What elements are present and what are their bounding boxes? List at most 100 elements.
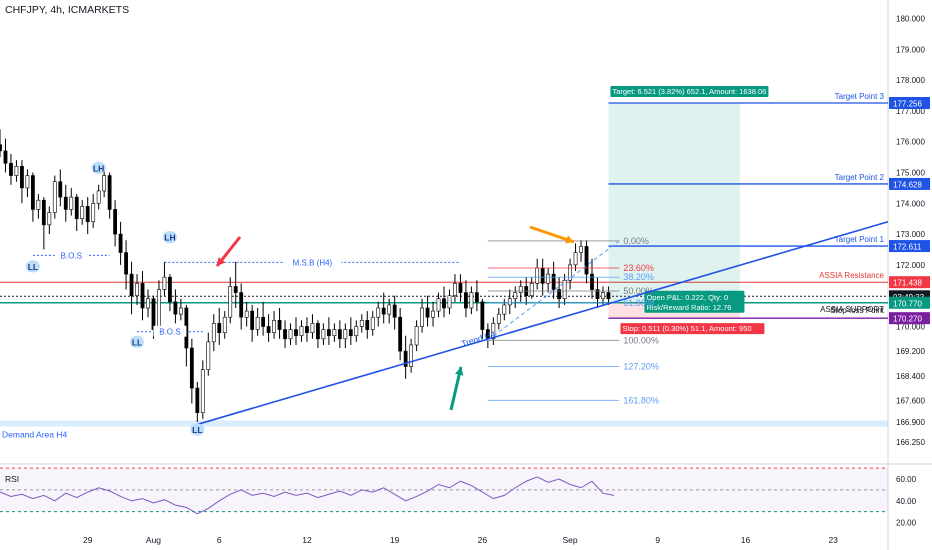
candle-body <box>283 329 287 340</box>
candle-body <box>568 264 572 281</box>
candle-body <box>266 326 271 333</box>
pnl-text: Open P&L: 0.222, Qty: 0 <box>646 293 728 302</box>
candle-body <box>436 298 441 312</box>
swing-label: LL <box>28 262 38 272</box>
swing-label: LL <box>192 425 202 435</box>
red-arrow <box>215 236 242 267</box>
candle-body <box>359 320 364 327</box>
candle-body <box>398 316 403 352</box>
candle-body <box>36 199 41 210</box>
bos-label: B.O.S <box>61 251 82 260</box>
candle-body <box>14 166 19 176</box>
support-label: ASSIA SUPPORT <box>820 305 884 314</box>
demand-zone <box>0 420 888 427</box>
candle-body <box>222 316 227 333</box>
candle-body <box>107 175 112 210</box>
candle-body <box>376 307 381 318</box>
candle-body <box>0 144 2 152</box>
candle-body <box>381 307 386 315</box>
candle-body <box>403 350 408 367</box>
swing-bg <box>91 161 106 174</box>
candle-body <box>546 273 551 284</box>
candle-body <box>370 316 375 330</box>
candle-body <box>211 323 216 343</box>
candle-body <box>228 286 233 318</box>
price-tick: 170.000 <box>896 322 925 331</box>
fib-label-7: 161.80% <box>623 395 659 405</box>
time-tick: Aug <box>146 535 161 545</box>
candle-body <box>85 206 90 223</box>
candle-body <box>316 323 320 340</box>
candle-body <box>321 329 326 340</box>
price-label: 170.270 <box>893 315 922 324</box>
bos-label: M.S.B (H4) <box>293 258 333 267</box>
candle-body <box>431 310 435 318</box>
trend-line <box>197 220 889 426</box>
swing-label: LH <box>93 163 104 173</box>
candle-body <box>502 304 507 315</box>
candle-body <box>507 298 512 306</box>
orange-arrow <box>529 225 575 244</box>
candle-body <box>168 276 172 303</box>
price-axis: 180.000 179.000 178.000 177.000 176.000 175.0… <box>889 14 930 447</box>
candle-body <box>288 329 293 340</box>
price-label: 170.770 <box>893 299 922 308</box>
candle-body <box>573 252 578 266</box>
candle-body <box>140 283 145 309</box>
candle-body <box>535 267 540 284</box>
candle-body <box>173 301 178 315</box>
candle-body <box>189 347 194 389</box>
candle-body <box>540 267 545 284</box>
swing-label: LH <box>164 233 175 243</box>
teal-arrow-head <box>455 367 464 376</box>
candle-body <box>20 166 24 189</box>
candle-body <box>496 313 501 324</box>
price-label-bg <box>889 177 930 190</box>
target-label-1: Target Point 3 <box>835 92 885 101</box>
candle-body <box>305 326 309 333</box>
time-tick: 12 <box>302 535 312 545</box>
candle-body <box>146 298 150 309</box>
pnl-box-bg <box>644 290 745 313</box>
candle-body <box>47 212 52 226</box>
candle-body <box>453 283 457 296</box>
candle-body <box>255 316 260 330</box>
candle-body <box>74 196 79 219</box>
bos-bg <box>54 249 88 261</box>
fib-label-1: 23.60% <box>623 263 654 273</box>
price-tick: 169.200 <box>896 347 925 356</box>
time-tick: 23 <box>828 535 838 545</box>
candle-body <box>595 289 600 300</box>
candle-body <box>96 190 101 204</box>
candle-body <box>157 289 161 330</box>
stop-box-text: Stop: 0.511 (0.30%) 51.1, Amount: 950 <box>622 324 751 333</box>
swing-label: LL <box>132 337 142 347</box>
rsi-title: RSI <box>5 474 19 484</box>
price-label: 171.438 <box>893 279 922 288</box>
candle-body <box>326 329 331 337</box>
swing-bg <box>130 335 145 348</box>
candle-body <box>337 329 342 340</box>
price-tick: 168.400 <box>896 372 925 381</box>
bos-label: B.O.S <box>159 328 180 337</box>
target-box-bg <box>610 85 769 97</box>
candle-body <box>562 279 567 300</box>
candle-body <box>551 273 556 290</box>
candle-body <box>464 292 468 309</box>
annotations: 0.00% 23.60%38.20% 50.00% 61.80% 100.00% 127.… <box>25 92 889 436</box>
price-tick: 172.000 <box>896 261 925 270</box>
candle-body <box>30 175 35 210</box>
candle-body <box>244 310 249 318</box>
candle-body <box>91 202 96 223</box>
candle-body <box>392 304 397 318</box>
resistance-label: ASSIA Resistance <box>819 271 884 280</box>
rsi-tick: 40.00 <box>896 497 917 506</box>
candle-body <box>348 329 353 337</box>
price-tick: 174.000 <box>896 199 925 208</box>
orange-arrow-head <box>565 235 574 244</box>
candle-body <box>129 273 134 296</box>
target-label-2: Target Point 2 <box>835 173 885 182</box>
price-label: 172.611 <box>893 243 922 252</box>
